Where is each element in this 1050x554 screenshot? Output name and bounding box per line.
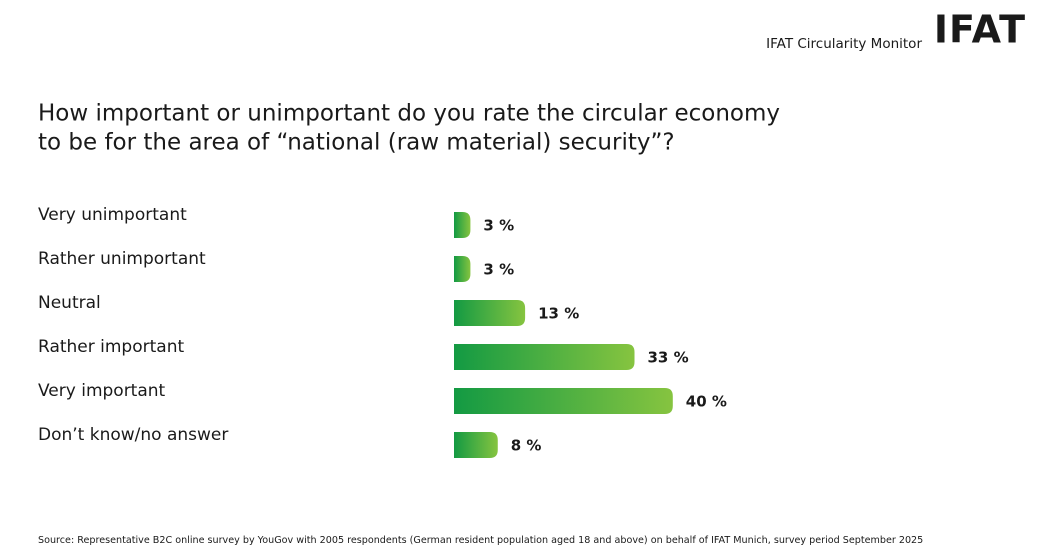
value-label: 3 %: [483, 217, 514, 235]
source-note: Source: Representative B2C online survey…: [38, 535, 923, 546]
chart-title: to be for the area of “national (raw mat…: [38, 130, 675, 156]
chart-title: How important or unimportant do you rate…: [38, 101, 780, 127]
category-label: Don’t know/no answer: [38, 425, 228, 445]
category-label: Rather unimportant: [38, 249, 206, 269]
value-label: 8 %: [511, 437, 542, 455]
bar: [454, 300, 526, 326]
bar: [454, 388, 673, 414]
bar: [454, 344, 635, 370]
category-label: Very unimportant: [38, 205, 187, 225]
bar: [454, 256, 471, 282]
category-label: Neutral: [38, 293, 101, 313]
category-label: Rather important: [38, 337, 184, 357]
bar: [454, 212, 471, 238]
brand-name: IFAT Circularity Monitor: [766, 36, 922, 52]
bar: [454, 432, 498, 458]
value-label: 13 %: [538, 305, 579, 323]
value-label: 33 %: [648, 349, 689, 367]
logo: IFAT: [934, 8, 1026, 52]
value-label: 3 %: [483, 261, 514, 279]
category-label: Very important: [38, 381, 166, 401]
value-label: 40 %: [686, 393, 727, 411]
